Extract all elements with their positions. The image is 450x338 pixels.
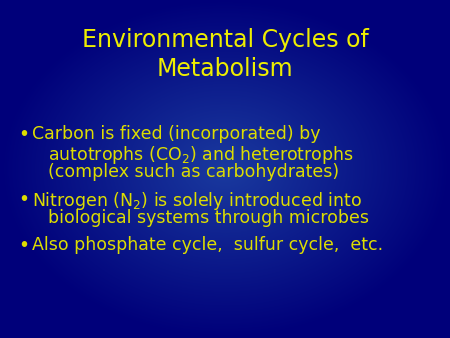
Text: Carbon is fixed (incorporated) by: Carbon is fixed (incorporated) by	[32, 125, 320, 143]
Text: •: •	[18, 236, 29, 255]
Text: biological systems through microbes: biological systems through microbes	[48, 209, 369, 227]
Text: Nitrogen (N$_2$) is solely introduced into: Nitrogen (N$_2$) is solely introduced in…	[32, 190, 362, 212]
Text: Also phosphate cycle,  sulfur cycle,  etc.: Also phosphate cycle, sulfur cycle, etc.	[32, 236, 383, 254]
Text: (complex such as carbohydrates): (complex such as carbohydrates)	[48, 163, 339, 181]
Text: autotrophs (CO$_2$) and heterotrophs: autotrophs (CO$_2$) and heterotrophs	[48, 144, 354, 166]
Text: •: •	[18, 190, 29, 209]
Text: Environmental Cycles of
Metabolism: Environmental Cycles of Metabolism	[81, 28, 369, 81]
Text: •: •	[18, 125, 29, 144]
